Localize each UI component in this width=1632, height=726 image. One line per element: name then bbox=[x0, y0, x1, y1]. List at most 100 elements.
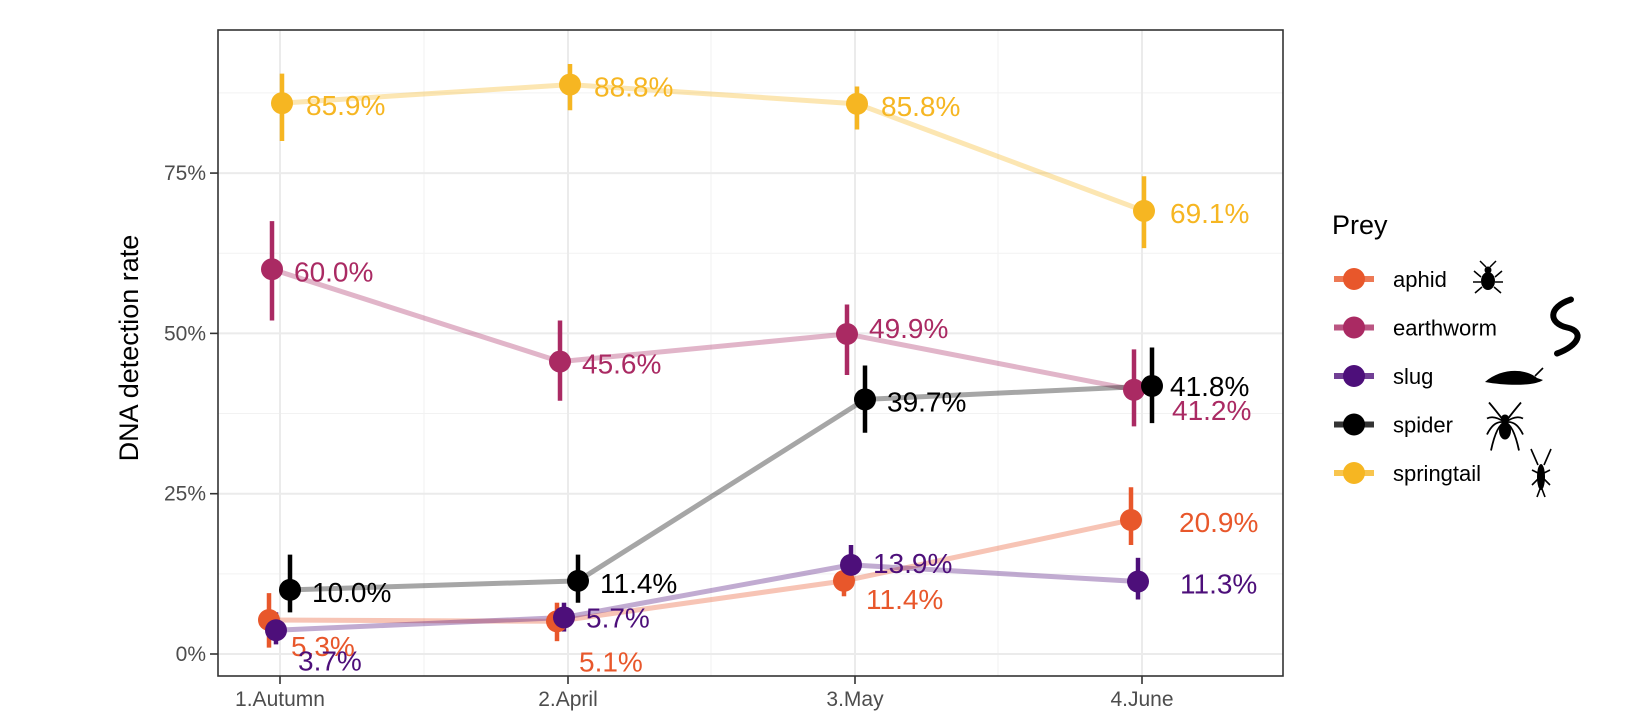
data-label-aphid: 5.1% bbox=[579, 646, 643, 677]
data-label-spider: 10.0% bbox=[312, 577, 391, 608]
legend-item-aphid: aphid bbox=[1334, 260, 1503, 294]
earthworm-body bbox=[1550, 296, 1581, 357]
y-tick-label: 75% bbox=[164, 162, 206, 185]
data-point-springtail bbox=[559, 73, 581, 96]
series-line-slug bbox=[275, 562, 1139, 633]
spider-leg bbox=[1490, 421, 1506, 451]
legend-key-point bbox=[1343, 316, 1365, 339]
x-tick-label: 1.Autumn bbox=[235, 688, 325, 711]
legend-label: springtail bbox=[1393, 461, 1481, 486]
data-label-aphid: 20.9% bbox=[1179, 507, 1258, 538]
aphid-leg bbox=[1474, 286, 1483, 294]
legend-key-point bbox=[1343, 413, 1365, 436]
series-lines bbox=[268, 82, 1153, 633]
spider-abdomen bbox=[1499, 421, 1511, 440]
y-tick-label: 0% bbox=[176, 643, 206, 666]
spider-leg bbox=[1504, 421, 1520, 451]
data-label-springtail: 85.9% bbox=[306, 90, 385, 121]
data-label-spider: 39.7% bbox=[887, 386, 966, 417]
data-point-spider bbox=[279, 578, 301, 601]
earthworm-icon bbox=[1550, 296, 1581, 357]
data-point-springtail bbox=[1133, 199, 1155, 222]
data-label-spider: 11.4% bbox=[600, 568, 677, 599]
data-point-springtail bbox=[271, 92, 293, 115]
data-label-earthworm: 49.9% bbox=[869, 313, 948, 344]
aphid-head bbox=[1484, 266, 1492, 274]
springtail-limb bbox=[1531, 469, 1539, 474]
data-point-spider bbox=[567, 569, 589, 592]
legend-label: aphid bbox=[1393, 267, 1447, 292]
aphid-leg bbox=[1493, 286, 1502, 294]
data-points bbox=[258, 73, 1163, 642]
aphid-leg bbox=[1473, 270, 1482, 278]
x-tick-label: 2.April bbox=[538, 688, 598, 711]
legend-key-point bbox=[1343, 462, 1365, 484]
data-point-slug bbox=[553, 606, 575, 629]
data-label-slug: 11.3% bbox=[1180, 569, 1257, 600]
legend: Prey aphid earthworm slug spider springtail bbox=[1332, 210, 1581, 498]
data-point-aphid bbox=[1120, 508, 1142, 531]
legend-item-slug: slug bbox=[1334, 364, 1544, 389]
springtail-limb bbox=[1536, 488, 1541, 498]
data-point-earthworm bbox=[1123, 378, 1145, 401]
axis-ticks: 0% 25% 50% 75% 1.Autumn 2.April 3.May 4.June bbox=[164, 162, 1174, 711]
aphid-leg bbox=[1479, 260, 1487, 268]
data-point-slug bbox=[840, 553, 862, 576]
legend-item-springtail: springtail bbox=[1334, 448, 1552, 498]
slug-icon bbox=[1485, 367, 1544, 385]
springtail-limb bbox=[1541, 488, 1546, 498]
legend-label: slug bbox=[1393, 364, 1433, 389]
x-tick-label: 3.May bbox=[826, 688, 884, 711]
legend-label: spider bbox=[1393, 413, 1453, 438]
data-label-slug: 5.7% bbox=[586, 602, 650, 633]
y-axis-title: DNA detection rate bbox=[114, 235, 144, 462]
springtail-icon bbox=[1530, 448, 1552, 498]
springtail-limb bbox=[1531, 478, 1539, 486]
springtail-limb bbox=[1530, 448, 1539, 466]
springtail-limb bbox=[1543, 469, 1551, 474]
data-label-springtail: 85.8% bbox=[881, 91, 960, 122]
series-line-aphid bbox=[268, 517, 1132, 624]
data-label-aphid: 5.3% bbox=[291, 631, 355, 662]
aphid-leg bbox=[1494, 270, 1503, 278]
aphid-leg bbox=[1489, 260, 1497, 268]
legend-label: earthworm bbox=[1393, 316, 1497, 341]
aphid-body bbox=[1481, 272, 1495, 290]
springtail-limb bbox=[1543, 448, 1552, 466]
data-point-earthworm bbox=[261, 258, 283, 281]
series-line-spider bbox=[289, 383, 1153, 593]
data-point-slug bbox=[1127, 570, 1149, 593]
data-labels: 5.3% 5.1% 11.4% 20.9% 60.0% 45.6% 49.9% 41.2% 3.… bbox=[291, 72, 1258, 678]
data-label-slug: 13.9% bbox=[873, 548, 952, 579]
data-label-springtail: 69.1% bbox=[1170, 198, 1249, 229]
springtail-limb bbox=[1543, 478, 1551, 486]
springtail-body bbox=[1537, 464, 1545, 490]
data-label-earthworm: 41.2% bbox=[1172, 395, 1251, 426]
spider-icon bbox=[1486, 401, 1524, 451]
plot-panel-border bbox=[217, 29, 1284, 677]
series-line-earthworm bbox=[271, 266, 1135, 393]
data-point-earthworm bbox=[836, 323, 858, 346]
y-tick-label: 25% bbox=[164, 483, 206, 506]
data-point-slug bbox=[265, 619, 287, 642]
legend-item-spider: spider bbox=[1334, 401, 1524, 451]
x-tick-label: 4.June bbox=[1110, 688, 1173, 711]
slug-tentacle bbox=[1534, 367, 1544, 377]
legend-title: Prey bbox=[1332, 210, 1388, 240]
series-line-springtail bbox=[281, 82, 1145, 214]
slug-body bbox=[1485, 370, 1543, 385]
data-label-aphid: 11.4% bbox=[866, 584, 943, 615]
data-point-springtail bbox=[846, 92, 868, 115]
legend-key-point bbox=[1343, 365, 1365, 387]
data-point-spider bbox=[854, 388, 876, 411]
aphid-icon bbox=[1473, 260, 1503, 294]
y-tick-label: 50% bbox=[164, 322, 206, 345]
legend-key-point bbox=[1343, 268, 1365, 290]
data-label-earthworm: 45.6% bbox=[582, 349, 661, 380]
data-label-spider: 41.8% bbox=[1170, 371, 1249, 402]
data-label-springtail: 88.8% bbox=[594, 72, 673, 103]
data-label-slug: 3.7% bbox=[298, 645, 362, 676]
data-point-spider bbox=[1141, 374, 1163, 397]
